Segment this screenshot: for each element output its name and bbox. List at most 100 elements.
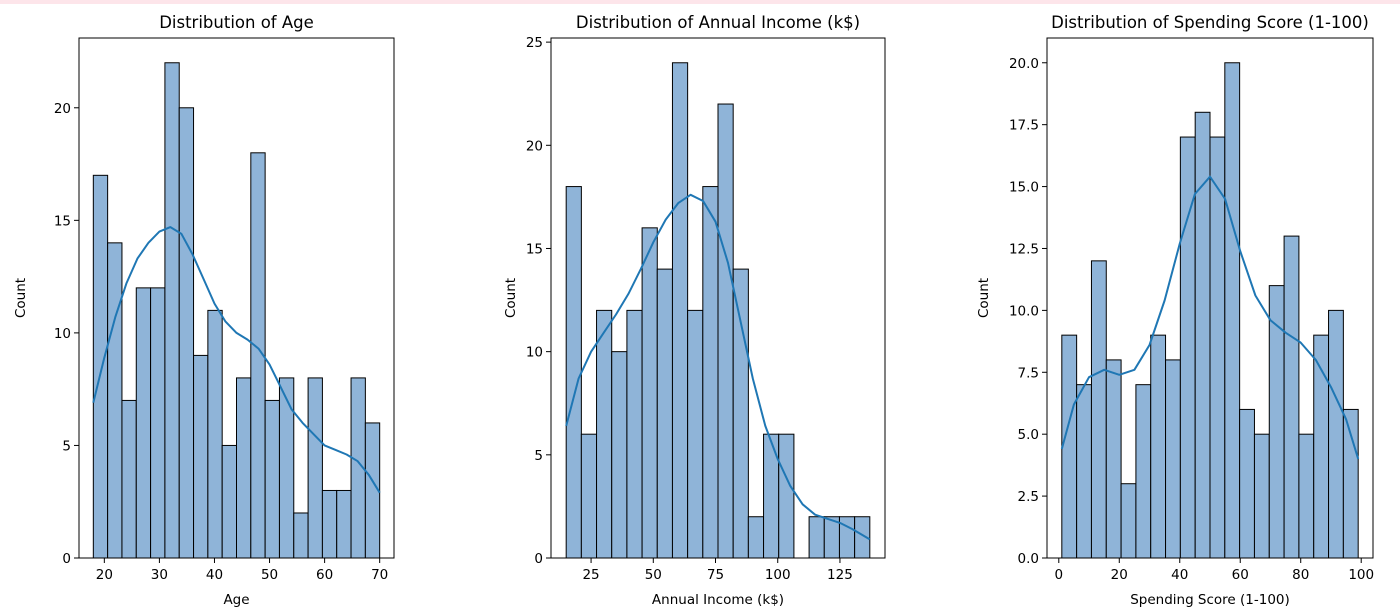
histogram-bar <box>1061 334 1078 559</box>
y-tick-label: 7.5 <box>1018 365 1039 381</box>
histogram-bar <box>164 62 180 559</box>
histogram-bar <box>641 227 658 559</box>
histogram-bar <box>107 242 123 559</box>
histogram-bar <box>732 268 749 559</box>
histogram-bar <box>1090 260 1107 559</box>
histogram-bar <box>307 377 323 559</box>
x-tick-label: 75 <box>707 567 724 583</box>
y-tick-label: 10 <box>526 345 543 361</box>
x-tick-label: 70 <box>371 567 388 583</box>
x-tick-label: 100 <box>1348 567 1374 583</box>
x-axis-label: Spending Score (1-100) <box>1130 592 1290 608</box>
histogram-bar <box>121 399 137 559</box>
histogram-bar <box>808 516 825 559</box>
chart-title: Distribution of Age <box>159 13 314 32</box>
age-histogram-panel: Distribution of Age Age Count 20 30 40 50 60… <box>13 13 395 608</box>
histogram-bar <box>1076 384 1092 559</box>
plot-frame <box>1046 37 1374 559</box>
x-tick-label: 50 <box>645 567 662 583</box>
y-tick-label: 15 <box>526 241 543 257</box>
histogram-bar <box>580 433 598 559</box>
x-tick-label: 25 <box>582 567 599 583</box>
y-tick-label: 15.0 <box>1009 180 1039 196</box>
histogram-bar <box>1224 62 1241 559</box>
histogram-bar <box>1105 359 1122 559</box>
y-tick-label: 20 <box>54 101 71 117</box>
histogram-bar <box>763 433 780 559</box>
histogram-bar <box>321 489 338 559</box>
histogram-bar <box>264 399 280 559</box>
histogram-bar <box>1253 433 1270 559</box>
x-tick-label: 40 <box>206 567 223 583</box>
y-tick-label: 17.5 <box>1009 118 1039 134</box>
kde-line <box>565 193 871 541</box>
y-tick-label: 2.5 <box>1018 489 1039 505</box>
x-tick-label: 100 <box>765 567 791 583</box>
histogram-bar <box>92 174 109 559</box>
x-tick-label: 30 <box>151 567 168 583</box>
y-tick-label: 20 <box>526 138 543 154</box>
histogram-bar <box>221 444 238 559</box>
x-axis-label: Age <box>223 592 249 608</box>
histogram-bar <box>778 433 795 559</box>
kde-line <box>92 226 381 494</box>
histogram-bar <box>1239 408 1255 559</box>
histogram-bar <box>717 103 734 559</box>
histogram-bar <box>135 287 152 559</box>
x-tick-label: 20 <box>96 567 113 583</box>
spending-score-histogram-panel: Distribution of Spending Score (1-100) S… <box>976 13 1374 608</box>
histogram-bar <box>278 377 295 559</box>
y-tick-label: 10 <box>54 326 71 342</box>
y-axis-label: Count <box>976 278 992 318</box>
chart-title: Distribution of Spending Score (1-100) <box>1051 13 1369 32</box>
y-tick-label: 5.0 <box>1018 427 1039 443</box>
histogram-bar <box>611 351 628 559</box>
y-tick-label: 0 <box>62 551 71 567</box>
x-tick-label: 60 <box>1232 567 1249 583</box>
x-tick-label: 0 <box>1054 567 1063 583</box>
plot-frame <box>550 37 886 559</box>
x-tick-label: 40 <box>1171 567 1188 583</box>
x-axis-label: Annual Income (k$) <box>652 592 784 608</box>
histogram-bar <box>1135 384 1152 559</box>
x-tick-label: 50 <box>261 567 278 583</box>
y-tick-label: 10.0 <box>1009 303 1039 319</box>
histogram-bar <box>1283 235 1300 559</box>
histogram-bar <box>1165 359 1181 559</box>
histogram-bar <box>150 287 166 559</box>
x-tick-label: 20 <box>1111 567 1128 583</box>
histogram-bar <box>236 377 252 559</box>
histogram-bar <box>207 309 223 559</box>
histogram-bar <box>656 268 673 559</box>
kde-line <box>1060 175 1360 460</box>
y-tick-label: 25 <box>526 35 543 51</box>
histogram-bar <box>293 512 309 559</box>
y-tick-label: 0.0 <box>1018 551 1039 567</box>
y-tick-label: 5 <box>534 448 543 464</box>
histogram-bar <box>747 516 765 559</box>
histogram-bar <box>687 309 704 559</box>
y-tick-label: 5 <box>62 438 71 454</box>
histogram-bar <box>596 309 613 559</box>
histogram-bar <box>626 309 643 559</box>
histogram-bar <box>1120 483 1137 559</box>
histogram-bar <box>178 107 195 559</box>
y-tick-label: 15 <box>54 213 71 229</box>
histogram-bar <box>193 354 209 559</box>
histogram-bar <box>1209 136 1226 559</box>
x-tick-label: 125 <box>827 567 853 583</box>
histogram-bar <box>1298 433 1315 559</box>
histogram-bar <box>1150 334 1167 559</box>
histogram-bar <box>671 62 689 559</box>
x-tick-label: 80 <box>1292 567 1309 583</box>
histogram-bar <box>565 186 582 559</box>
annual-income-histogram-panel: Distribution of Annual Income (k$) Annua… <box>503 13 886 608</box>
histogram-bar <box>1328 309 1344 559</box>
y-axis-label: Count <box>503 278 519 318</box>
x-tick-label: 60 <box>316 567 333 583</box>
y-axis-label: Count <box>13 278 29 318</box>
histogram-bar <box>702 186 719 559</box>
y-tick-label: 20.0 <box>1009 56 1039 72</box>
histogram-bar <box>336 489 352 559</box>
